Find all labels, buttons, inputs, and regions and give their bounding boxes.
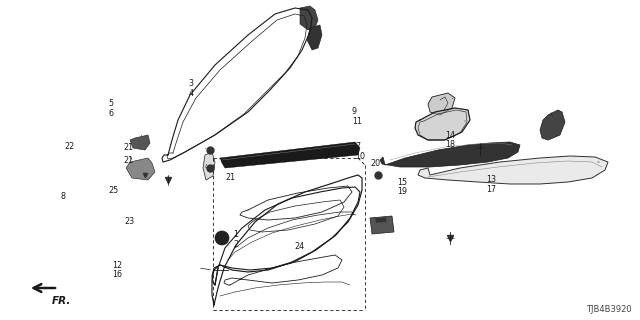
Text: 12
16: 12 16 [112, 261, 122, 279]
Polygon shape [375, 217, 387, 223]
Text: 20: 20 [370, 159, 380, 168]
Polygon shape [220, 142, 360, 168]
Text: 21: 21 [124, 156, 134, 165]
Text: 21: 21 [124, 143, 134, 152]
Polygon shape [418, 156, 608, 184]
Polygon shape [428, 93, 455, 115]
Polygon shape [380, 142, 520, 167]
Text: 9
11: 9 11 [352, 107, 362, 126]
Text: 25: 25 [109, 186, 119, 195]
Polygon shape [126, 158, 155, 180]
Text: FR.: FR. [52, 296, 72, 306]
Text: 13
17: 13 17 [486, 175, 497, 194]
Polygon shape [370, 216, 394, 234]
Text: 23: 23 [125, 217, 135, 226]
Polygon shape [307, 25, 322, 50]
Text: 14
18: 14 18 [445, 131, 455, 149]
Polygon shape [203, 152, 215, 180]
Text: 7
10: 7 10 [355, 142, 365, 161]
Circle shape [215, 231, 229, 245]
Text: TJB4B3920: TJB4B3920 [586, 305, 632, 314]
Text: 5
6: 5 6 [109, 99, 114, 118]
Text: 21: 21 [225, 173, 236, 182]
Polygon shape [540, 110, 565, 140]
Polygon shape [130, 135, 150, 150]
Text: 8: 8 [61, 192, 66, 201]
Text: 15
19: 15 19 [397, 178, 407, 196]
Polygon shape [415, 108, 470, 140]
Text: 22: 22 [64, 142, 74, 151]
Text: 1
2: 1 2 [234, 230, 239, 249]
Polygon shape [300, 6, 318, 30]
Text: 3
4: 3 4 [189, 79, 194, 98]
Text: 24: 24 [294, 242, 305, 251]
